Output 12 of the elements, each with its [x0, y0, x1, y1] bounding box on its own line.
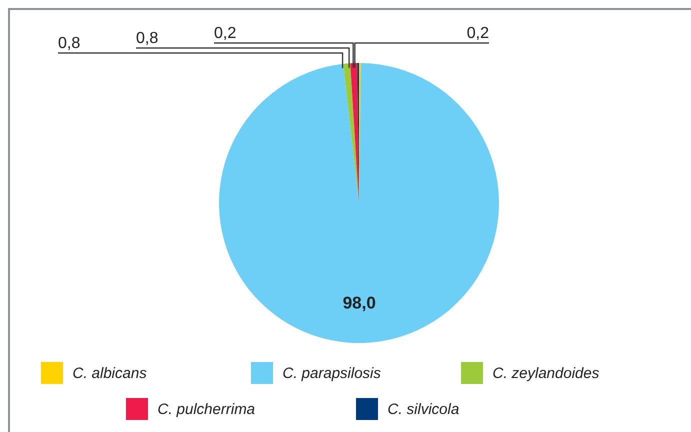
- data-label: 0,2: [466, 25, 490, 42]
- legend-label: C. pulcherrima: [158, 400, 256, 418]
- legend-label: C. albicans: [72, 364, 147, 382]
- pie-slice: [343, 63, 359, 203]
- legend-label: C. zeylandoides: [492, 364, 600, 382]
- data-label: 0,8: [58, 35, 80, 52]
- data-label: 98,0: [342, 293, 376, 312]
- data-label: 0,8: [136, 30, 158, 47]
- legend-label: C. parapsilosis: [282, 364, 381, 382]
- pie-slice: [219, 63, 499, 343]
- data-label: 0,2: [214, 25, 236, 42]
- legend-label: C. silvicola: [388, 400, 460, 418]
